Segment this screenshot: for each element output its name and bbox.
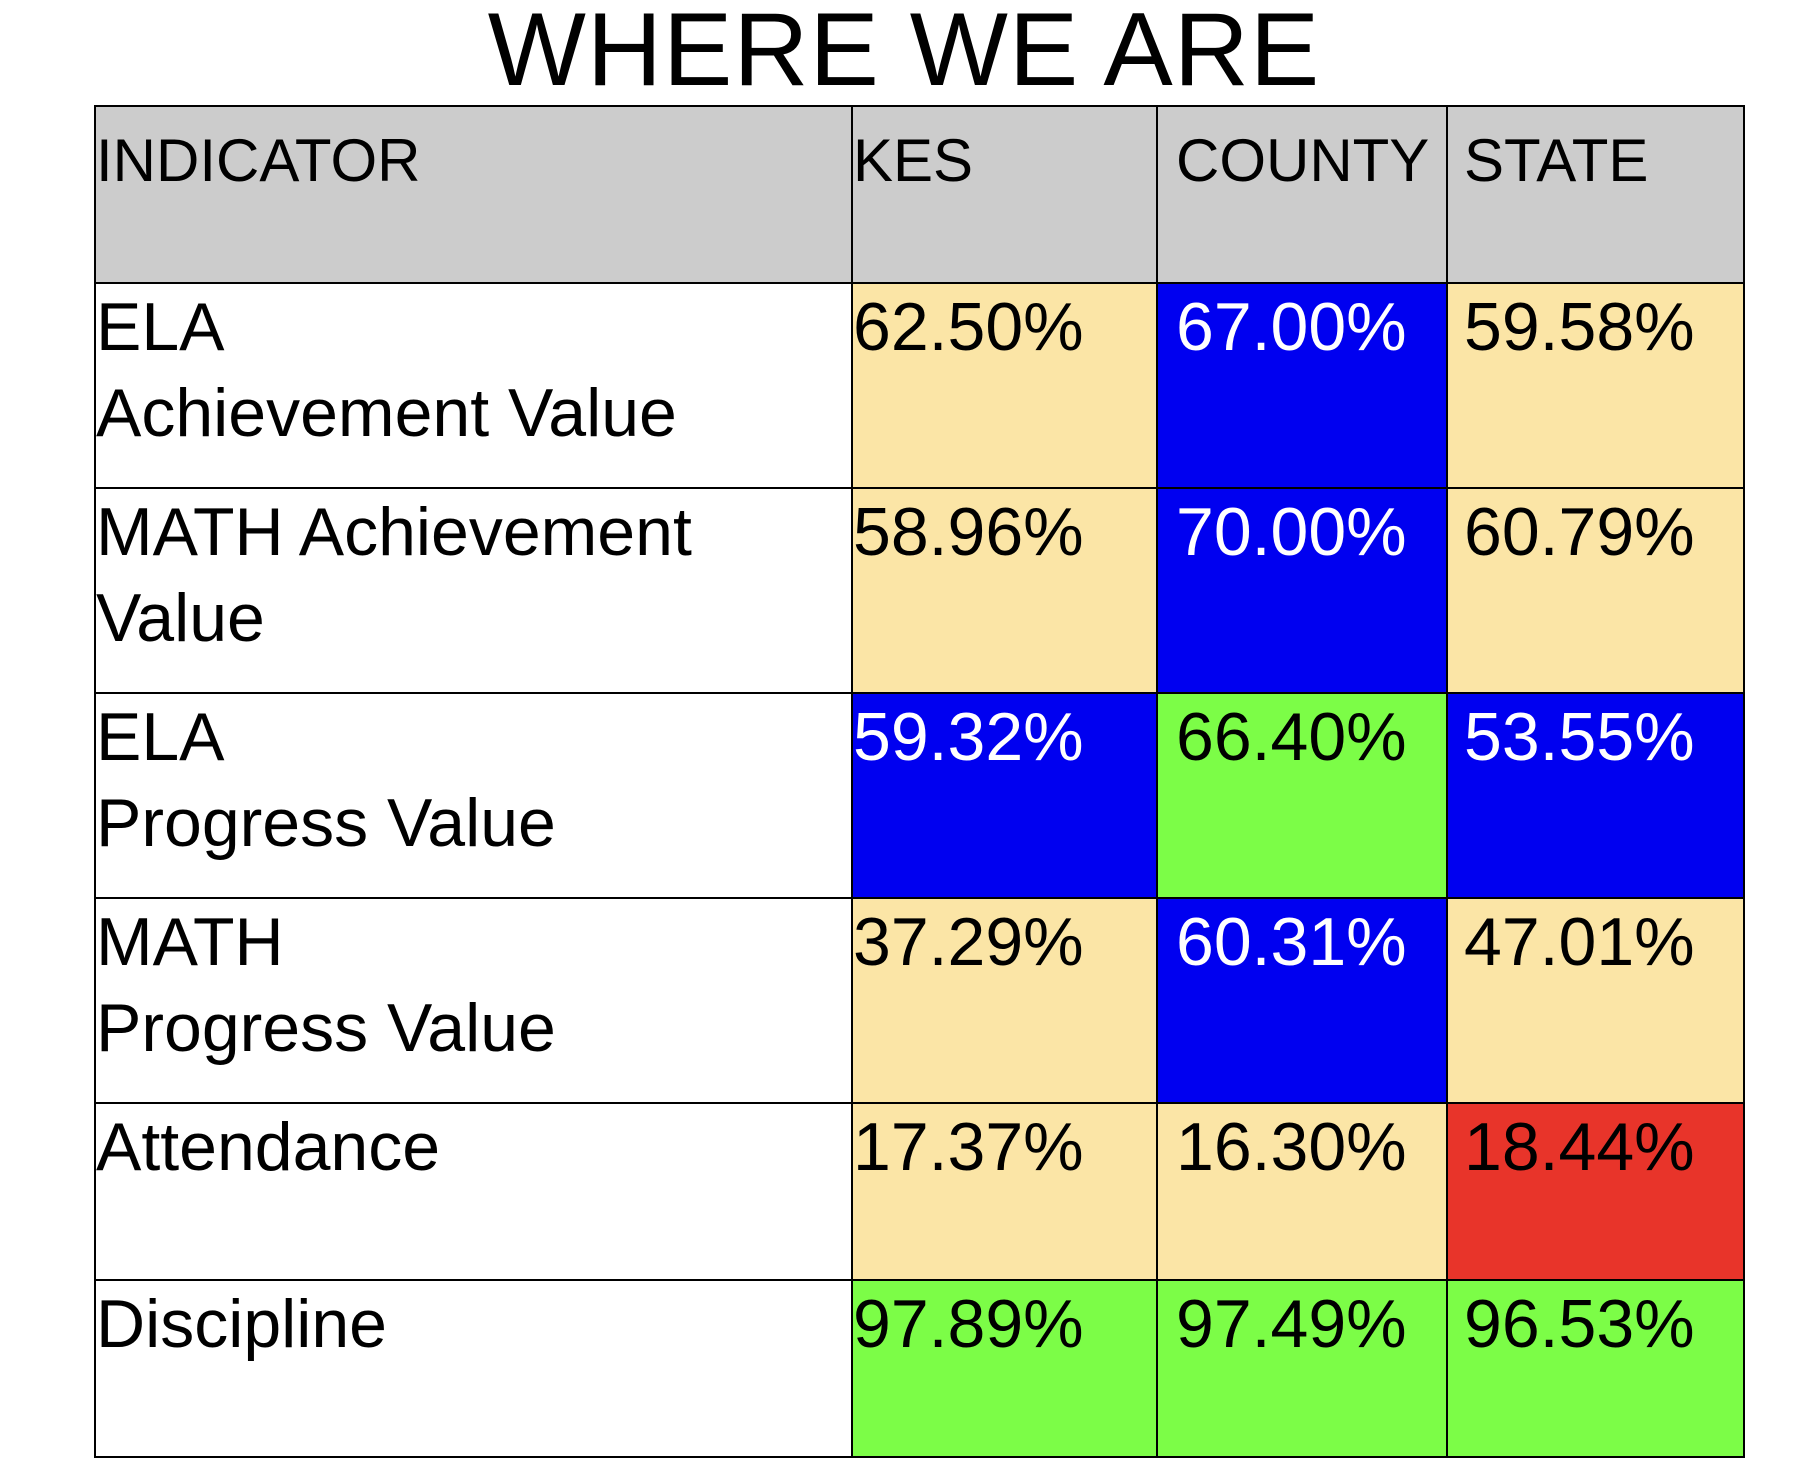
county-value-cell: 60.31% <box>1156 897 1448 1104</box>
indicator-label: ELA <box>96 289 225 365</box>
page-title: WHERE WE ARE <box>487 0 1321 108</box>
indicator-label: Progress Value <box>96 785 556 861</box>
county-value-cell: 70.00% <box>1156 487 1448 694</box>
header-state: STATE <box>1446 105 1745 284</box>
table-row: ELA Progress Value 59.32% 66.40% 53.55% <box>94 692 1745 899</box>
state-value-cell: 59.58% <box>1446 282 1745 489</box>
table-header-row: INDICATOR KES COUNTY STATE <box>94 105 1745 284</box>
kes-value-cell: 59.32% <box>851 692 1158 899</box>
indicator-label: Value <box>96 580 265 656</box>
table-row: Discipline 97.89% 97.49% 96.53% <box>94 1279 1745 1458</box>
header-kes: KES <box>851 105 1158 284</box>
table-row: Attendance 17.37% 16.30% 18.44% <box>94 1102 1745 1281</box>
kes-value-cell: 97.89% <box>851 1279 1158 1458</box>
kes-value-cell: 58.96% <box>851 487 1158 694</box>
table-row: MATH Achievement Value 58.96% 70.00% 60.… <box>94 487 1745 694</box>
indicator-cell: MATH Achievement Value <box>94 487 853 694</box>
indicator-cell: MATH Progress Value <box>94 897 853 1104</box>
indicator-cell: ELA Progress Value <box>94 692 853 899</box>
kes-value-cell: 62.50% <box>851 282 1158 489</box>
state-value-cell: 18.44% <box>1446 1102 1745 1281</box>
county-value-cell: 66.40% <box>1156 692 1448 899</box>
indicator-table: INDICATOR KES COUNTY STATE ELA Achieveme… <box>94 105 1745 1458</box>
indicator-label: ELA <box>96 699 225 775</box>
state-value-cell: 96.53% <box>1446 1279 1745 1458</box>
table-row: ELA Achievement Value 62.50% 67.00% 59.5… <box>94 282 1745 489</box>
indicator-cell: Attendance <box>94 1102 853 1281</box>
state-value-cell: 60.79% <box>1446 487 1745 694</box>
county-value-cell: 16.30% <box>1156 1102 1448 1281</box>
indicator-label: Achievement Value <box>96 375 677 451</box>
county-value-cell: 67.00% <box>1156 282 1448 489</box>
state-value-cell: 47.01% <box>1446 897 1745 1104</box>
indicator-label: MATH Achievement <box>96 494 692 570</box>
header-indicator: INDICATOR <box>94 105 853 284</box>
table-row: MATH Progress Value 37.29% 60.31% 47.01% <box>94 897 1745 1104</box>
indicator-label: MATH <box>96 904 284 980</box>
indicator-label: Discipline <box>96 1286 387 1362</box>
kes-value-cell: 37.29% <box>851 897 1158 1104</box>
indicator-cell: Discipline <box>94 1279 853 1458</box>
indicator-label: Attendance <box>96 1109 441 1185</box>
kes-value-cell: 17.37% <box>851 1102 1158 1281</box>
county-value-cell: 97.49% <box>1156 1279 1448 1458</box>
indicator-label: Progress Value <box>96 990 556 1066</box>
indicator-cell: ELA Achievement Value <box>94 282 853 489</box>
header-county: COUNTY <box>1156 105 1448 284</box>
state-value-cell: 53.55% <box>1446 692 1745 899</box>
